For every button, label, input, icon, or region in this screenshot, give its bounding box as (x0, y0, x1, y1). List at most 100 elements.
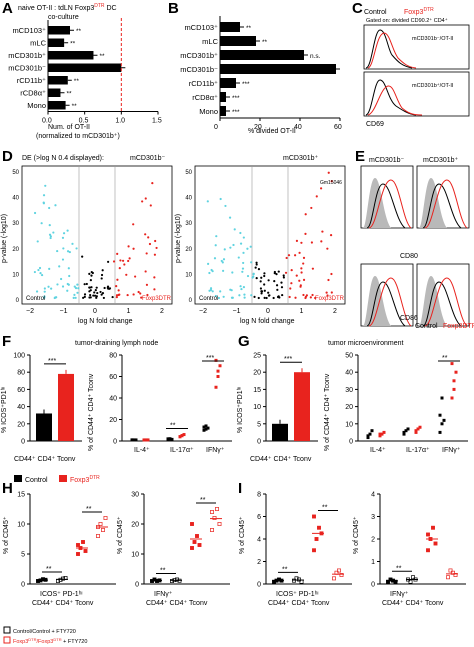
panel-d-point (90, 274, 93, 277)
panel-d-corner-control: Control (26, 296, 45, 302)
panel-d-point (260, 276, 263, 279)
panel-d-point (67, 283, 70, 286)
panel-d-point (330, 180, 333, 183)
panel-d-point (73, 293, 76, 296)
panel-d-point (140, 296, 143, 299)
gI-ytick-label: 6 (257, 514, 261, 521)
panel-d-point (311, 293, 314, 297)
gI-ytick-label: 2 (371, 537, 375, 544)
panel-e-row-label-2: CD86 (400, 315, 418, 322)
gB-category-label: mCD301b⁺ (180, 51, 218, 60)
panel-d-ytick-label: 50 (12, 170, 19, 176)
panel-d-ytick-label: 30 (185, 221, 192, 227)
gH-point (98, 522, 103, 526)
panel-d-point (263, 272, 266, 275)
panel-a-chart: naive OT-II : tdLN Foxp3DTR DC co-cultur… (8, 3, 162, 140)
gA-significance: ** (99, 53, 105, 60)
panel-d-point (242, 261, 245, 265)
gF-dot-control (168, 437, 172, 441)
panel-e-control-hist (366, 281, 406, 327)
panel-d-point (67, 267, 70, 270)
gI-point (386, 579, 390, 584)
panel-d-point (94, 289, 97, 292)
gH-point (210, 528, 214, 532)
gB-category-label: rCD8α⁺ (192, 93, 218, 102)
gG-dot-ytick-label: 20 (345, 404, 353, 411)
panel-d-xtick-label: 0 (266, 308, 270, 315)
gB-significance: *** (242, 81, 250, 88)
gI-point (428, 537, 433, 541)
gG-dot-control (370, 429, 374, 433)
gH-point (192, 540, 197, 544)
gG-dot-treated (382, 430, 386, 434)
panel-d-point (325, 291, 328, 294)
panel-label-g: G (238, 333, 250, 350)
panel-c-hist-treated-2 (367, 85, 423, 116)
gI-point (339, 573, 344, 577)
panel-d-point (47, 285, 50, 288)
panel-e-col-label-1: mCD301b⁻ (369, 157, 405, 164)
gH-ylabel: % of CD45⁺ (117, 516, 124, 554)
panel-d-point (289, 287, 292, 290)
panel-e-row-label-1: CD80 (400, 253, 418, 260)
panel-c-gate: Gated on: divided CD90.2⁺ CD4⁺ (366, 17, 448, 24)
panel-f-header: tumor-draining lymph node (75, 340, 158, 347)
panel-d-point (116, 252, 119, 255)
gH-point (96, 534, 100, 538)
gG-dot-treated (450, 362, 454, 366)
panel-d-point (48, 224, 51, 227)
panel-d-point (208, 271, 211, 275)
panel-d-point (88, 290, 91, 293)
gH-point (76, 552, 80, 556)
gF-dot-control (204, 424, 208, 428)
legend-control-label: Control (25, 477, 48, 484)
gF-dot-treated (218, 364, 222, 368)
panel-d-point (257, 296, 260, 300)
gH-sig: ** (46, 566, 52, 573)
gG-dot-control (368, 432, 372, 436)
panel-d-point (208, 289, 211, 292)
panel-g-xlabel: CD44⁺ CD4⁺ Tconv (250, 456, 312, 463)
gF-dot-ytick-label: 80 (109, 353, 117, 360)
gI-point (413, 577, 418, 582)
panel-d-point (288, 295, 291, 299)
gI-point (319, 531, 324, 536)
gH-ytick-label: 30 (131, 492, 139, 499)
panel-a-xlabel-2: (normalized to mCD301b⁺) (36, 133, 120, 140)
panel-g-header: tumor microenvironment (328, 340, 404, 347)
panel-d-point (290, 268, 293, 272)
gB-bar (220, 36, 256, 46)
gF-dot-treated (214, 358, 218, 362)
panel-f-charts: tumor-draining lymph node 0 20 40 60 80 100 **… (1, 340, 232, 463)
panel-d-point (155, 246, 158, 250)
legend-treated-label: Foxp3DTR (70, 475, 100, 484)
gG-dot-control (440, 396, 444, 400)
panel-e-legend-treated: Foxp3DTR (443, 323, 474, 330)
panel-d-ytick-label: 50 (185, 170, 192, 176)
panel-d-point (304, 232, 307, 235)
panel-b-chart: 0 20 40 60 mCD103⁺ ** mLC ** mCD301b⁺ n.s. mCD301b… (180, 16, 342, 135)
panel-d-volcano: DE (>log N 0.4 displayed): mCD301b⁻ mCD3… (1, 155, 346, 325)
gI-ytick-label: 3 (371, 514, 375, 521)
gG-dot-control (438, 413, 442, 417)
panel-d-point (44, 184, 47, 187)
panel-label-f: F (2, 333, 12, 350)
gB-significance: *** (232, 95, 240, 102)
panel-d-point (290, 282, 293, 285)
gH-point (195, 534, 199, 538)
gG-bar-sig: *** (284, 356, 292, 363)
panel-d-point (209, 287, 213, 290)
panel-d-xtick-label: 2 (333, 308, 337, 315)
panel-d-frame-right (194, 165, 346, 305)
gH-ytick-label: 5 (21, 552, 25, 559)
gF-dot-treated (216, 369, 220, 373)
panel-d-point (42, 201, 45, 204)
panel-d-point (61, 236, 65, 239)
gG-dot-ytick-label: 10 (345, 421, 353, 428)
panel-d-point (219, 290, 222, 293)
panel-d-point (106, 285, 110, 288)
panel-d-point (85, 282, 88, 286)
panel-d-point (37, 268, 40, 272)
panel-d-point (40, 222, 43, 225)
panel-d-point (280, 281, 283, 284)
